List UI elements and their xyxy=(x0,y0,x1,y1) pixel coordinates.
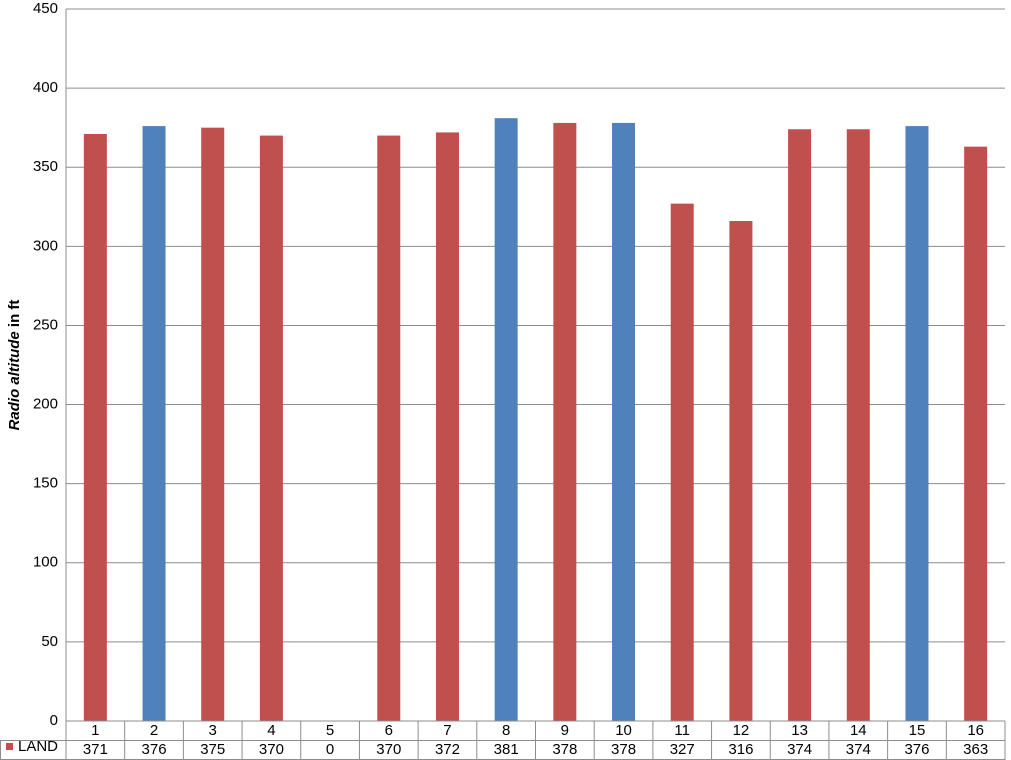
bar xyxy=(83,133,107,722)
table-value: 378 xyxy=(552,741,577,758)
y-tick-label: 350 xyxy=(33,158,58,175)
x-tick-label: 16 xyxy=(967,722,984,739)
table-value: 370 xyxy=(259,741,284,758)
y-tick-label: 200 xyxy=(33,396,58,413)
table-value: 376 xyxy=(904,741,929,758)
legend-label: LAND xyxy=(18,738,58,755)
table-value: 327 xyxy=(670,741,695,758)
y-label-rest: in ft xyxy=(6,300,23,328)
x-tick-label: 15 xyxy=(909,722,926,739)
y-label-italic: Radio altitude xyxy=(6,331,23,430)
x-tick-label: 11 xyxy=(674,722,690,739)
bar xyxy=(494,118,518,721)
x-tick-label: 10 xyxy=(615,722,632,739)
x-tick-label: 14 xyxy=(850,722,867,739)
x-tick-label: 3 xyxy=(209,722,217,739)
table-value: 371 xyxy=(83,741,108,758)
x-tick-label: 7 xyxy=(443,722,451,739)
y-axis-label: Radio altitude in ft xyxy=(6,300,23,431)
bar xyxy=(377,135,401,722)
y-tick-label: 250 xyxy=(33,316,58,333)
y-tick-label: 300 xyxy=(33,237,58,254)
table-value: 374 xyxy=(846,741,871,758)
x-tick-label: 9 xyxy=(561,722,569,739)
bar xyxy=(846,129,870,721)
y-tick-label: 150 xyxy=(33,475,58,492)
x-tick-label: 8 xyxy=(502,722,510,739)
bar xyxy=(259,135,283,722)
x-tick-label: 13 xyxy=(791,722,808,739)
x-tick-label: 1 xyxy=(91,722,99,739)
x-tick-label: 2 xyxy=(150,722,158,739)
x-tick-label: 4 xyxy=(267,722,275,739)
bar xyxy=(612,122,636,722)
table-value: 374 xyxy=(787,741,812,758)
y-tick-label: 0 xyxy=(50,712,58,729)
table-value: 381 xyxy=(494,741,519,758)
bar xyxy=(788,129,812,721)
table-value: 378 xyxy=(611,741,636,758)
x-tick-label: 5 xyxy=(326,722,334,739)
y-tick-label: 450 xyxy=(33,0,58,17)
table-value: 316 xyxy=(728,741,753,758)
y-tick-label: 400 xyxy=(33,79,58,96)
x-tick-label: 6 xyxy=(385,722,393,739)
table-value: 370 xyxy=(376,741,401,758)
bar xyxy=(201,127,225,721)
y-tick-label: 50 xyxy=(41,633,58,650)
x-tick-label: 12 xyxy=(733,722,750,739)
bar xyxy=(905,126,929,721)
y-tick-label: 100 xyxy=(33,554,58,571)
table-value: 0 xyxy=(326,741,334,758)
bar xyxy=(142,126,166,721)
bar xyxy=(729,221,753,722)
bar xyxy=(964,146,988,722)
bar xyxy=(553,122,577,722)
table-value: 363 xyxy=(963,741,988,758)
bar xyxy=(435,132,459,721)
bar xyxy=(670,203,694,721)
legend-marker xyxy=(6,743,13,750)
table-value: 376 xyxy=(142,741,167,758)
table-value: 372 xyxy=(435,741,460,758)
table-value: 375 xyxy=(200,741,225,758)
